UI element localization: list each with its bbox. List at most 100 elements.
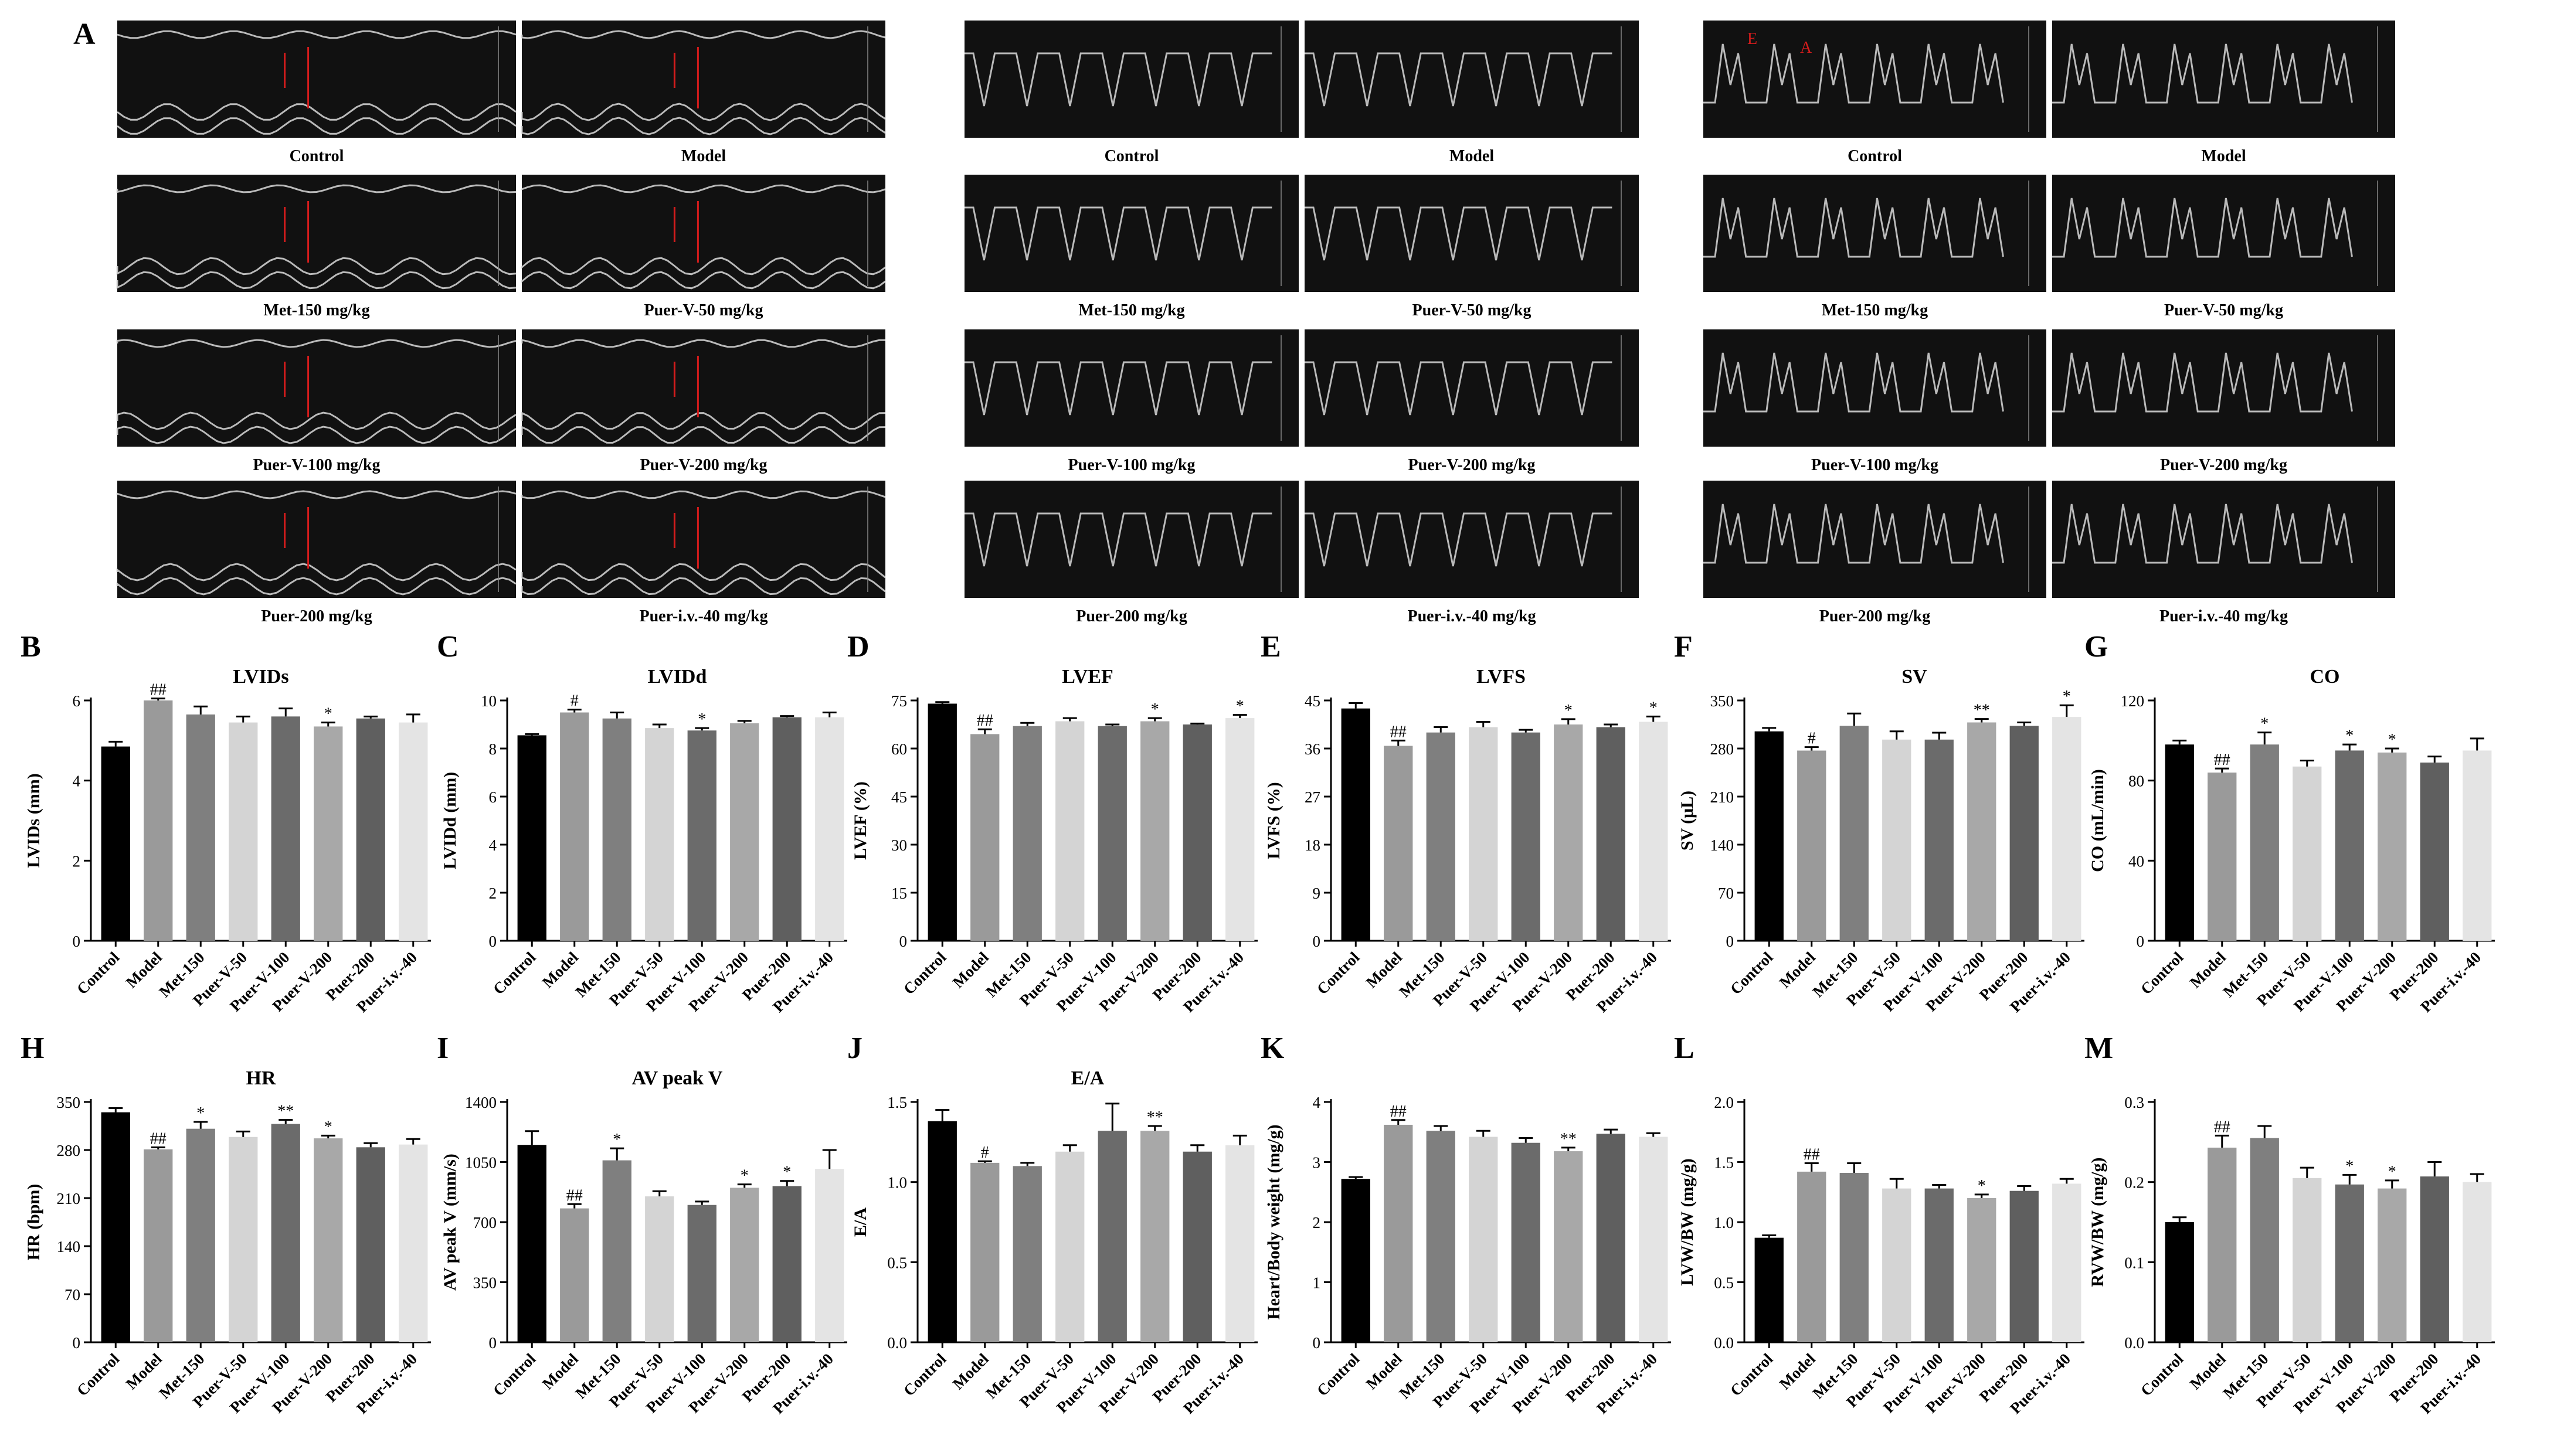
bar (356, 718, 385, 941)
significance-mark: ## (566, 1186, 583, 1205)
echo-image-m-mode (116, 175, 517, 292)
significance-mark: * (2260, 715, 2269, 733)
bar (186, 714, 215, 941)
image-caption: Puer-200 mg/kg (261, 607, 372, 625)
echo-waveform (116, 184, 517, 290)
echo-image-aortic-doppler (965, 175, 1299, 292)
echo-waveform (1305, 52, 1612, 107)
significance-mark: * (2345, 1157, 2354, 1175)
bar (1924, 1188, 1954, 1342)
significance-mark: ** (1974, 702, 1990, 720)
y-tick-label: 280 (1710, 740, 1734, 758)
y-tick-label: 0.0 (887, 1334, 907, 1352)
echo-image-m-mode (521, 175, 886, 292)
bar (2293, 766, 2322, 941)
significance-mark: # (571, 692, 579, 710)
echo-waveform (1305, 206, 1612, 261)
echo-waveform (117, 30, 517, 135)
y-tick-label: 2.0 (1714, 1094, 1734, 1111)
image-caption: Puer-200 mg/kg (1076, 607, 1187, 625)
y-tick-label: 0 (1313, 1334, 1321, 1352)
bar (1183, 1151, 1212, 1342)
echo-image-m-mode (116, 329, 517, 447)
panel-letter: D (847, 630, 870, 664)
significance-mark: * (196, 1104, 205, 1122)
echo-image-background (1305, 21, 1639, 138)
panel-letter: M (2084, 1032, 2113, 1065)
y-tick-label: 0.0 (1714, 1334, 1734, 1352)
bar (1596, 1134, 1625, 1342)
significance-mark: * (324, 1118, 332, 1136)
echo-waveform (2052, 43, 2353, 104)
echo-image-aortic-doppler (965, 329, 1299, 447)
echo-waveform (1305, 512, 1612, 567)
image-caption: Puer-V-100 mg/kg (1068, 456, 1196, 474)
bar (314, 1138, 343, 1342)
y-tick-label: 6 (73, 692, 81, 710)
bar (602, 718, 631, 941)
bar (2009, 726, 2039, 941)
bar (1882, 739, 1911, 941)
bar (1797, 750, 1826, 941)
bar (1754, 1237, 1784, 1342)
image-caption: Control (1105, 147, 1159, 165)
image-caption: Puer-V-50 mg/kg (1412, 301, 1532, 319)
significance-mark: * (1649, 699, 1658, 717)
y-tick-label: 0 (489, 1334, 497, 1352)
echo-image-background (965, 21, 1299, 138)
image-caption: Puer-V-50 mg/kg (644, 301, 763, 319)
y-tick-label: 210 (57, 1190, 81, 1207)
significance-mark: * (1564, 702, 1573, 720)
y-tick-label: 350 (57, 1094, 81, 1111)
bar (2420, 1176, 2449, 1342)
significance-mark: ## (1804, 1146, 1820, 1164)
echo-image-background (117, 175, 516, 292)
y-tick-label: 27 (1305, 788, 1320, 806)
y-tick-label: 0 (1313, 933, 1321, 950)
bar (772, 1186, 802, 1342)
significance-mark: ** (1560, 1130, 1577, 1148)
echo-waveform (1703, 504, 2004, 564)
echo-waveform (116, 339, 517, 444)
y-tick-label: 210 (1710, 788, 1734, 806)
echo-image-aortic-doppler (1305, 175, 1639, 292)
y-tick-label: 1.5 (1714, 1154, 1734, 1172)
y-tick-label: 3 (1313, 1154, 1321, 1172)
y-tick-label: 280 (57, 1142, 81, 1159)
bar (2378, 1188, 2407, 1342)
bar (2250, 744, 2279, 941)
marker-label: E (1747, 30, 1757, 48)
panel-letter: J (847, 1032, 862, 1065)
bar (356, 1147, 385, 1342)
bar (1797, 1171, 1826, 1342)
y-tick-label: 1050 (465, 1154, 497, 1172)
y-tick-label: 0.3 (2124, 1094, 2144, 1111)
echo-waveform (1703, 198, 2004, 258)
y-tick-label: 1.0 (887, 1174, 907, 1192)
bar (1055, 721, 1085, 941)
echo-image-background (965, 175, 1299, 292)
panel-letter: E (1261, 630, 1281, 664)
echo-waveform (2052, 352, 2353, 413)
y-tick-label: 0 (489, 933, 497, 950)
echo-image-mitral-doppler (1703, 175, 2046, 292)
bar (144, 1149, 173, 1342)
panel-letter: C (437, 630, 459, 664)
x-tick-label: Control (1727, 1350, 1777, 1400)
bar (730, 723, 759, 941)
chart-title: LVIDd (648, 666, 707, 688)
bar (560, 712, 589, 941)
y-tick-label: 700 (473, 1214, 497, 1232)
y-tick-label: 15 (891, 885, 907, 902)
bar (772, 717, 802, 941)
panel-letter: H (21, 1032, 44, 1065)
bar (2335, 1184, 2364, 1342)
echo-image-background (1305, 175, 1639, 292)
bar (1055, 1151, 1085, 1342)
panel-letter: I (437, 1032, 449, 1065)
